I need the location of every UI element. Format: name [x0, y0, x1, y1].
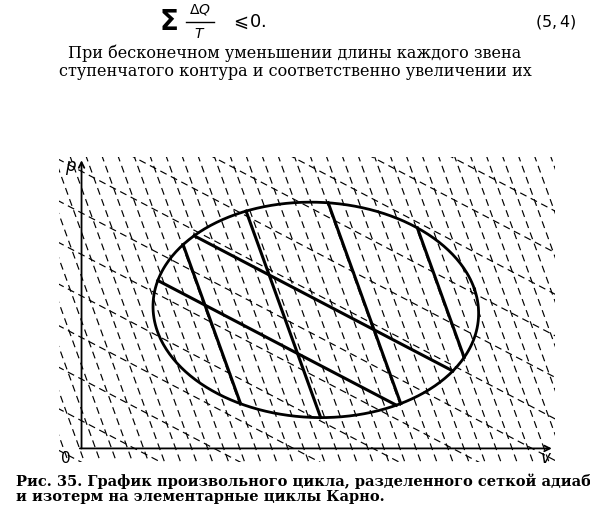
Text: Рис. 35. График произвольного цикла, разделенного сеткой адиабат: Рис. 35. График произвольного цикла, раз… — [16, 473, 590, 489]
Text: v: v — [540, 449, 550, 467]
Text: 0: 0 — [61, 451, 71, 466]
Text: $\Delta Q$: $\Delta Q$ — [189, 2, 211, 17]
Text: $(5,4)$: $(5,4)$ — [535, 13, 577, 31]
Text: $\leqslant\! 0.$: $\leqslant\! 0.$ — [230, 13, 266, 31]
Text: и изотерм на элементарные циклы Карно.: и изотерм на элементарные циклы Карно. — [16, 490, 385, 504]
Text: При бесконечном уменьшении длины каждого звена: При бесконечном уменьшении длины каждого… — [68, 44, 522, 62]
Text: p: p — [65, 157, 76, 175]
Text: $T$: $T$ — [194, 27, 206, 41]
Text: $\mathbf{\Sigma}$: $\mathbf{\Sigma}$ — [159, 8, 178, 36]
Text: ступенчатого контура и соответственно увеличении их: ступенчатого контура и соответственно ув… — [58, 62, 532, 79]
